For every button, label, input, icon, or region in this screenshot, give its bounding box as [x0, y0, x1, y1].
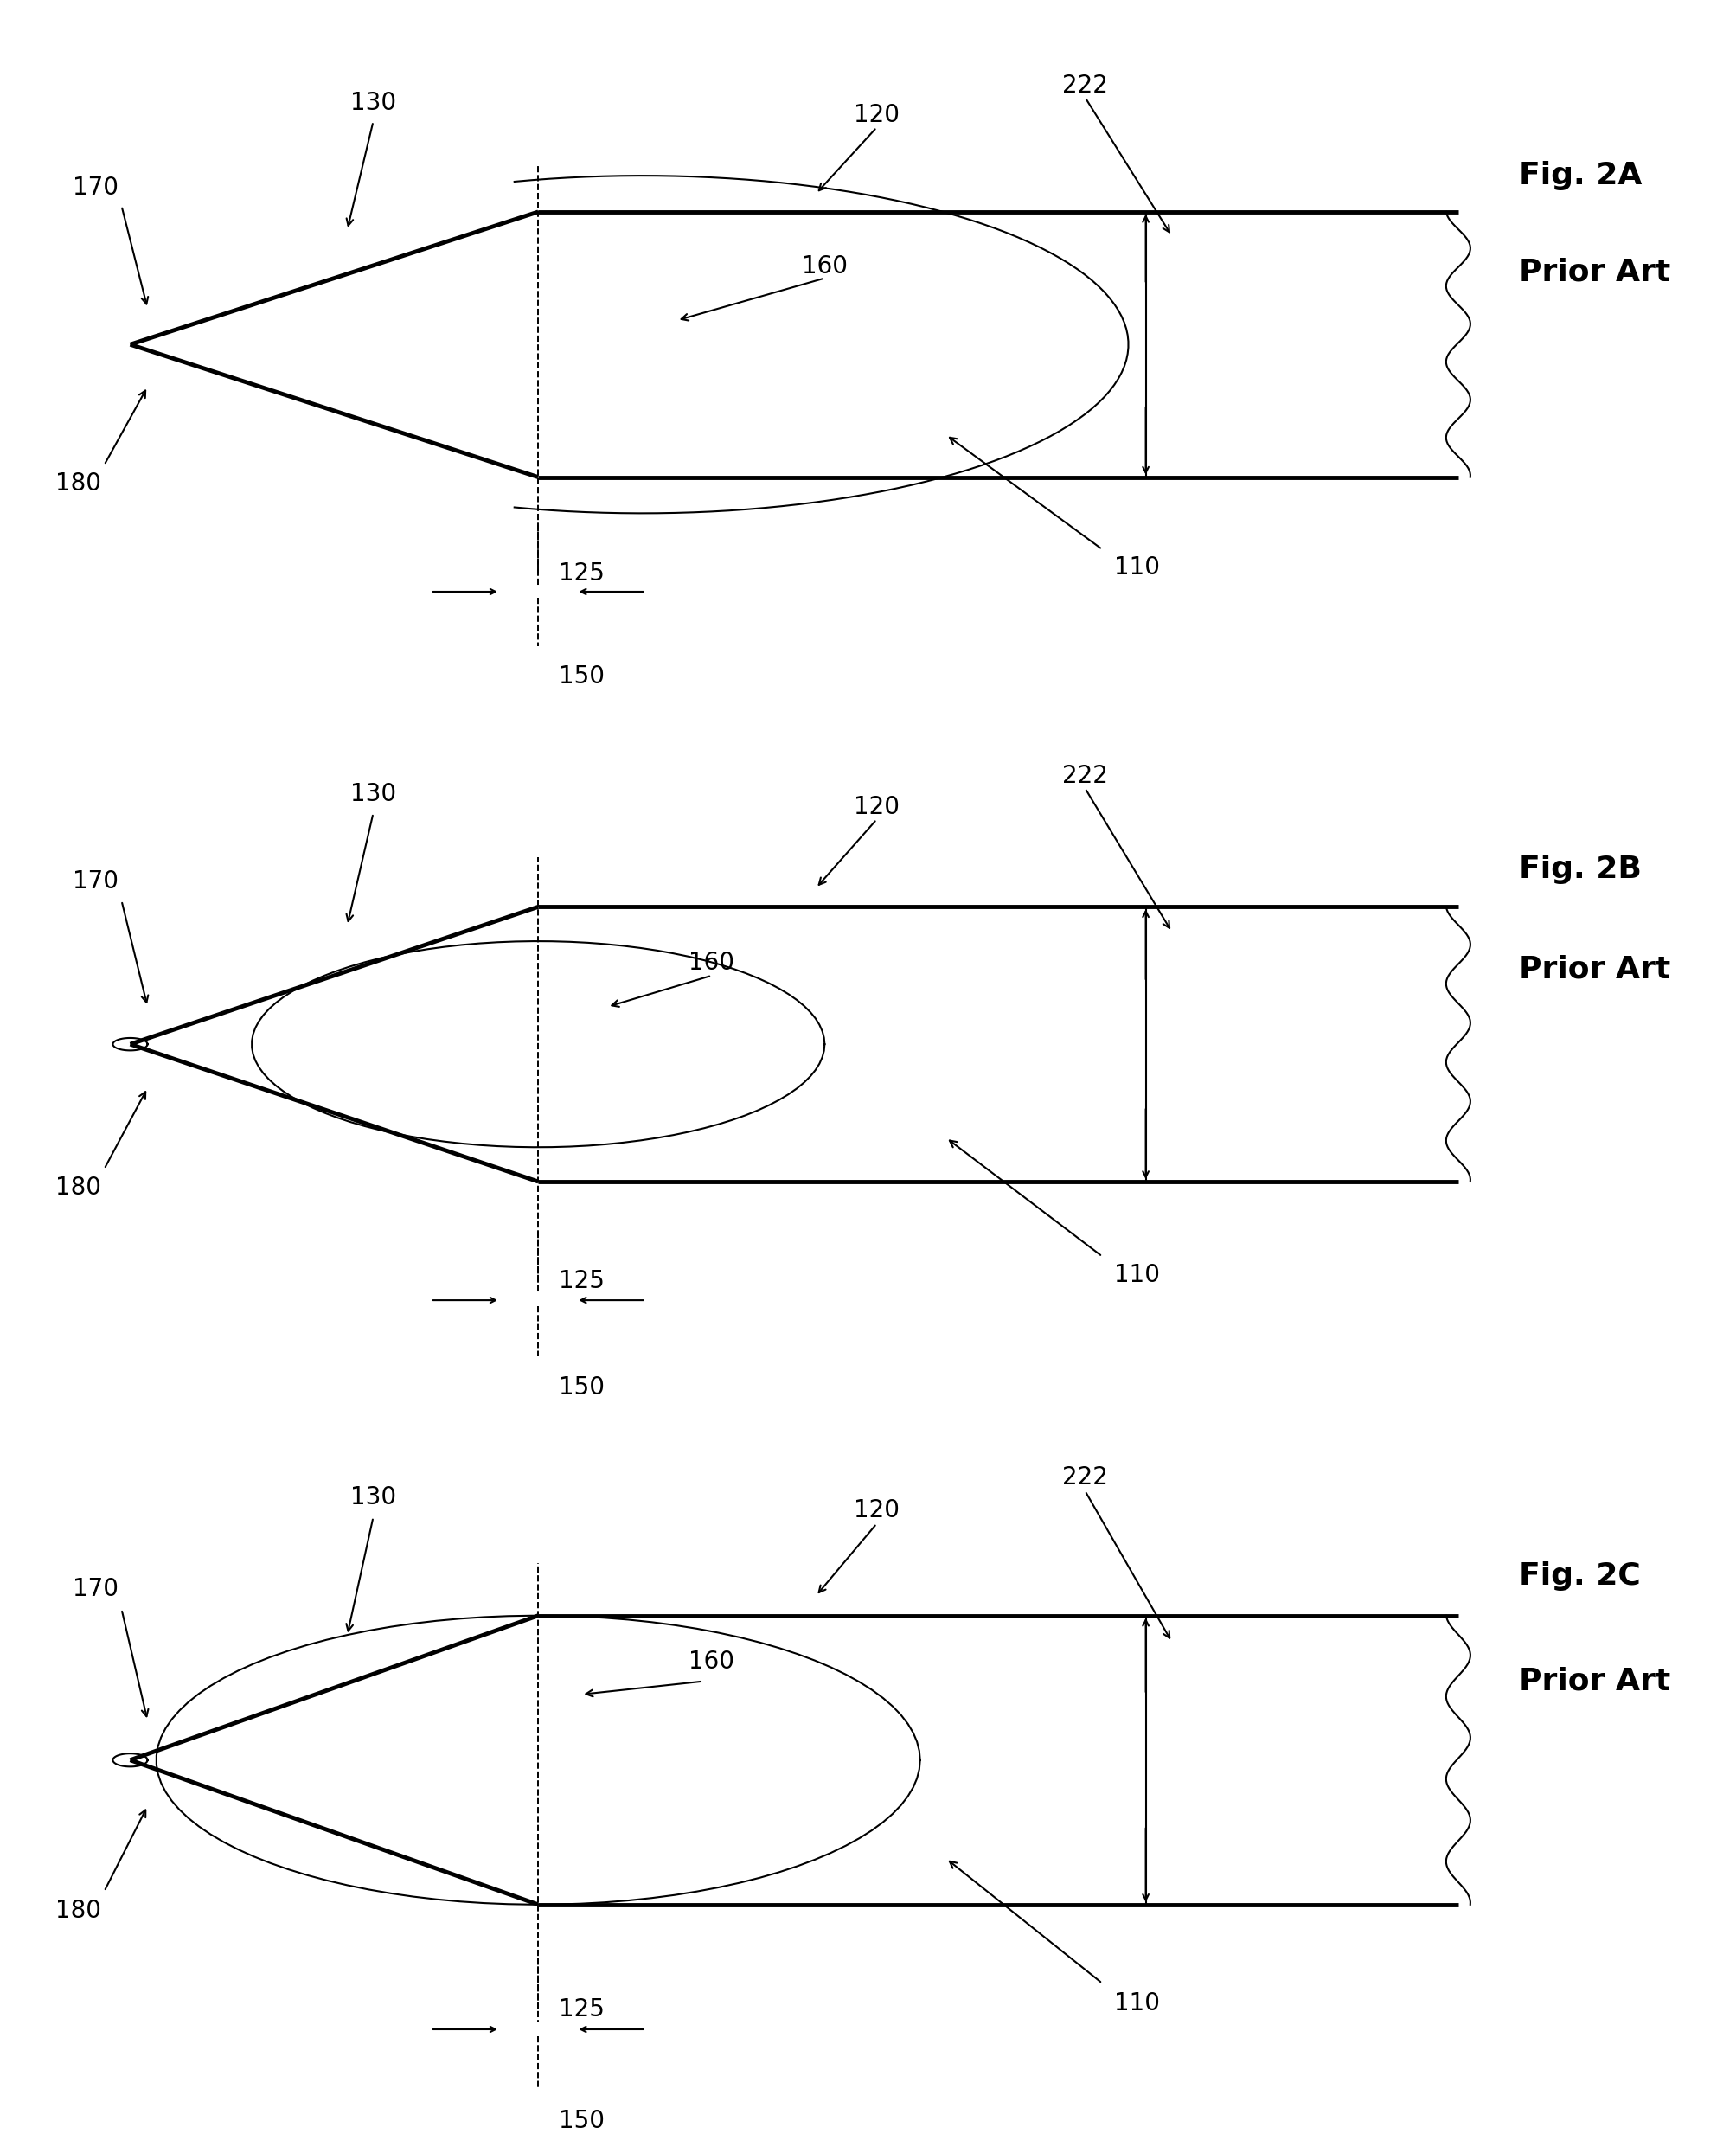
Text: Fig. 2C: Fig. 2C [1519, 1561, 1641, 1591]
Text: 120: 120 [854, 794, 899, 818]
Text: 222: 222 [1062, 1466, 1108, 1490]
Text: 180: 180 [56, 1899, 101, 1923]
Text: 110: 110 [1115, 555, 1160, 579]
Text: Prior Art: Prior Art [1519, 954, 1670, 984]
Text: 120: 120 [854, 103, 899, 127]
Text: 130: 130 [351, 90, 396, 116]
Text: 130: 130 [351, 782, 396, 807]
Text: 125: 125 [559, 562, 604, 586]
Text: Fig. 2B: Fig. 2B [1519, 855, 1642, 885]
Text: 170: 170 [73, 177, 118, 200]
Text: 150: 150 [559, 663, 604, 689]
Text: 110: 110 [1115, 1264, 1160, 1287]
Text: 222: 222 [1062, 73, 1108, 97]
Text: 160: 160 [802, 254, 847, 278]
Text: 170: 170 [73, 870, 118, 893]
Text: 150: 150 [559, 1376, 604, 1399]
Text: 110: 110 [1115, 1992, 1160, 2015]
Text: 125: 125 [559, 1270, 604, 1294]
Text: Prior Art: Prior Art [1519, 258, 1670, 286]
Text: 150: 150 [559, 2110, 604, 2134]
Text: 222: 222 [1062, 764, 1108, 788]
Text: Fig. 2A: Fig. 2A [1519, 161, 1642, 189]
Text: 120: 120 [854, 1498, 899, 1522]
Text: 160: 160 [689, 952, 734, 975]
Text: 160: 160 [689, 1649, 734, 1673]
Text: 130: 130 [351, 1486, 396, 1509]
Text: 125: 125 [559, 1998, 604, 2022]
Text: 180: 180 [56, 1176, 101, 1199]
Text: 180: 180 [56, 472, 101, 495]
Text: Prior Art: Prior Art [1519, 1666, 1670, 1697]
Text: 170: 170 [73, 1578, 118, 1602]
